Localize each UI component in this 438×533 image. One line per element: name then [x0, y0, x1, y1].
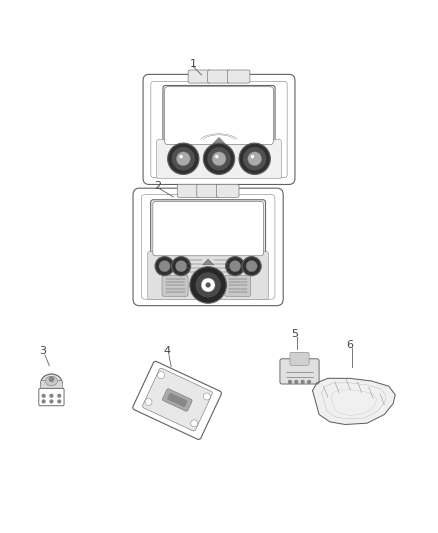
FancyBboxPatch shape: [151, 200, 265, 257]
FancyBboxPatch shape: [162, 276, 188, 296]
Text: 3: 3: [39, 346, 46, 357]
Circle shape: [205, 282, 211, 288]
FancyBboxPatch shape: [225, 276, 251, 296]
Circle shape: [49, 394, 53, 398]
Text: 4: 4: [163, 346, 170, 357]
FancyBboxPatch shape: [290, 352, 309, 365]
Circle shape: [203, 393, 210, 400]
Circle shape: [158, 372, 165, 378]
FancyBboxPatch shape: [156, 139, 282, 179]
Circle shape: [242, 256, 261, 276]
FancyBboxPatch shape: [216, 184, 239, 197]
Circle shape: [145, 399, 152, 406]
FancyBboxPatch shape: [280, 359, 319, 384]
Ellipse shape: [46, 376, 57, 386]
FancyBboxPatch shape: [148, 252, 269, 300]
FancyBboxPatch shape: [208, 70, 230, 83]
FancyBboxPatch shape: [133, 361, 222, 440]
Text: 1: 1: [189, 59, 196, 69]
Circle shape: [244, 148, 266, 170]
Circle shape: [246, 261, 257, 272]
Circle shape: [215, 155, 219, 158]
Circle shape: [190, 266, 226, 303]
Circle shape: [301, 380, 304, 384]
FancyBboxPatch shape: [39, 389, 64, 406]
Polygon shape: [313, 378, 395, 424]
Circle shape: [230, 261, 241, 272]
Circle shape: [248, 152, 261, 166]
Circle shape: [307, 380, 311, 384]
Circle shape: [196, 273, 220, 297]
Ellipse shape: [41, 374, 62, 391]
Circle shape: [251, 155, 254, 158]
FancyBboxPatch shape: [162, 389, 192, 411]
FancyBboxPatch shape: [143, 74, 295, 184]
FancyBboxPatch shape: [133, 188, 283, 305]
Circle shape: [176, 261, 187, 272]
Circle shape: [191, 420, 198, 427]
Circle shape: [239, 143, 270, 174]
FancyBboxPatch shape: [188, 70, 211, 83]
FancyBboxPatch shape: [177, 184, 200, 197]
Circle shape: [201, 278, 215, 292]
FancyBboxPatch shape: [167, 393, 187, 407]
Text: 6: 6: [346, 340, 353, 350]
Circle shape: [172, 148, 194, 170]
FancyBboxPatch shape: [41, 381, 62, 393]
FancyBboxPatch shape: [197, 184, 219, 197]
FancyBboxPatch shape: [142, 368, 212, 431]
FancyBboxPatch shape: [165, 87, 273, 144]
Circle shape: [168, 143, 199, 174]
Circle shape: [295, 380, 298, 384]
Circle shape: [288, 380, 292, 384]
Circle shape: [159, 261, 170, 272]
Text: 2: 2: [155, 181, 162, 191]
Circle shape: [226, 256, 245, 276]
Circle shape: [49, 377, 54, 382]
Circle shape: [177, 152, 190, 166]
Circle shape: [49, 400, 53, 403]
Circle shape: [57, 400, 61, 403]
FancyBboxPatch shape: [227, 70, 250, 83]
Polygon shape: [211, 138, 227, 146]
FancyBboxPatch shape: [163, 85, 275, 146]
Circle shape: [208, 148, 230, 170]
Circle shape: [172, 256, 191, 276]
Text: 5: 5: [292, 329, 299, 339]
FancyBboxPatch shape: [153, 201, 263, 256]
Circle shape: [203, 143, 235, 174]
Circle shape: [212, 152, 226, 166]
Circle shape: [42, 400, 46, 403]
Circle shape: [180, 155, 183, 158]
Circle shape: [155, 256, 174, 276]
Circle shape: [57, 394, 61, 398]
Polygon shape: [202, 259, 214, 265]
Circle shape: [42, 394, 46, 398]
